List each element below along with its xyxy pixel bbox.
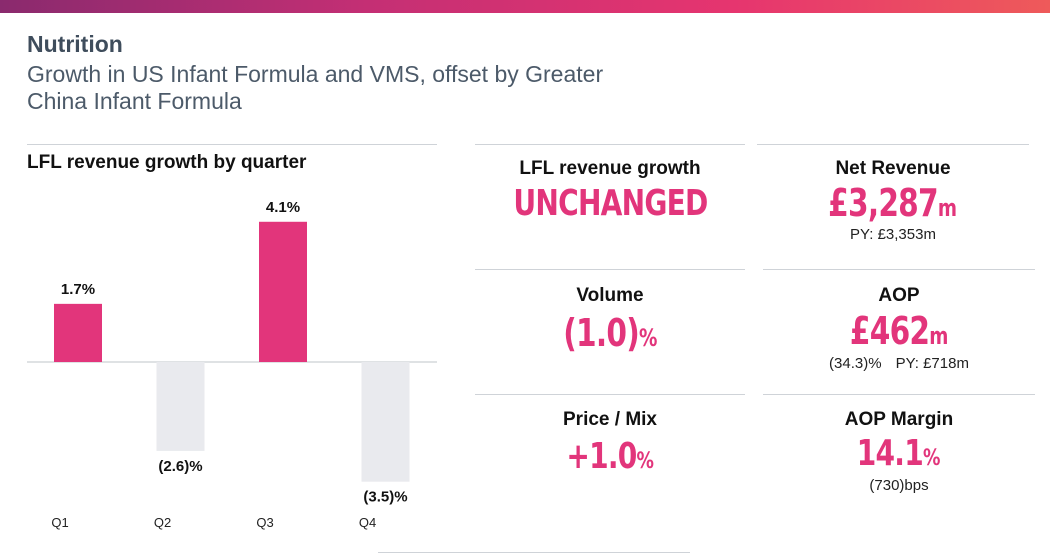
kpi-unit: % — [636, 448, 654, 474]
category-label: Q1 — [51, 515, 68, 530]
kpi-divider — [475, 269, 745, 270]
kpi-value-text: UNCHANGED — [512, 183, 708, 224]
kpi-divider — [475, 394, 745, 395]
kpi-label: Volume — [576, 285, 644, 306]
page-subtitle: Growth in US Infant Formula and VMS, off… — [27, 61, 604, 114]
kpi-price-mix: Price / Mix +1.0% — [475, 408, 745, 482]
page-title: Nutrition — [27, 31, 123, 57]
chart-title: LFL revenue growth by quarter — [27, 152, 307, 173]
kpi-prior-year: PY: £718m — [895, 355, 969, 372]
kpi-value-text: £462 — [849, 309, 930, 353]
kpi-label: AOP Margin — [844, 409, 954, 430]
kpi-change: (34.3)% — [829, 355, 882, 372]
kpi-value: +1.0% — [566, 432, 654, 486]
bar-value-label: 1.7% — [61, 281, 95, 298]
kpi-value: UNCHANGED — [512, 183, 708, 224]
kpi-divider — [763, 269, 1035, 270]
kpi-label: Net Revenue — [835, 158, 951, 179]
bar-value-label: (2.6)% — [158, 458, 202, 475]
bar-value-label: (3.5)% — [363, 489, 407, 506]
kpi-value-text: +1.0 — [566, 436, 637, 477]
kpi-value-text: 14.1 — [857, 433, 924, 474]
kpi-volume: Volume (1.0)% — [475, 284, 745, 358]
top-accent-bar — [0, 0, 1050, 13]
kpi-divider — [475, 144, 745, 145]
kpi-value: £462m — [850, 308, 949, 359]
kpi-unit: m — [929, 322, 949, 350]
kpi-label: Price / Mix — [563, 409, 657, 430]
kpi-subtext: PY: £3,353m — [850, 226, 936, 243]
kpi-divider — [763, 394, 1035, 395]
kpi-unit: % — [638, 324, 658, 352]
bar-value-label: 4.1% — [266, 199, 300, 216]
kpi-value: 14.1% — [857, 432, 941, 480]
category-label: Q2 — [154, 515, 171, 530]
chart-top-divider — [27, 144, 437, 145]
kpi-label: AOP — [878, 285, 920, 306]
kpi-value-text: (1.0) — [562, 311, 639, 355]
bar-q1 — [54, 303, 102, 362]
kpi-unit: m — [938, 194, 958, 222]
kpi-divider — [757, 144, 1029, 145]
kpi-lfl-revenue-growth: LFL revenue growth UNCHANGED — [475, 157, 745, 224]
bottom-divider — [378, 552, 690, 553]
category-label: Q3 — [256, 515, 273, 530]
kpi-aop-margin: AOP Margin 14.1% (730)bps — [763, 408, 1035, 496]
bar-q4 — [361, 362, 410, 482]
kpi-subtext: (34.3)% PY: £718m — [763, 354, 1035, 374]
bar-q2 — [156, 362, 205, 451]
bar-q3 — [259, 221, 307, 362]
kpi-aop: AOP £462m (34.3)% PY: £718m — [763, 284, 1035, 374]
category-label: Q4 — [359, 515, 376, 530]
kpi-value-text: £3,287 — [828, 181, 939, 225]
kpi-net-revenue: Net Revenue £3,287m PY: £3,353m — [757, 157, 1029, 245]
lfl-growth-bar-chart: 1.7% Q1 (2.6)% Q2 4.1% Q3 (3.5)% Q4 — [27, 199, 437, 530]
kpi-label: LFL revenue growth — [519, 158, 701, 179]
kpi-subtext: (730)bps — [869, 477, 929, 494]
kpi-value: £3,287m — [829, 181, 958, 230]
kpi-value: (1.0)% — [563, 308, 657, 363]
kpi-unit: % — [923, 445, 941, 471]
